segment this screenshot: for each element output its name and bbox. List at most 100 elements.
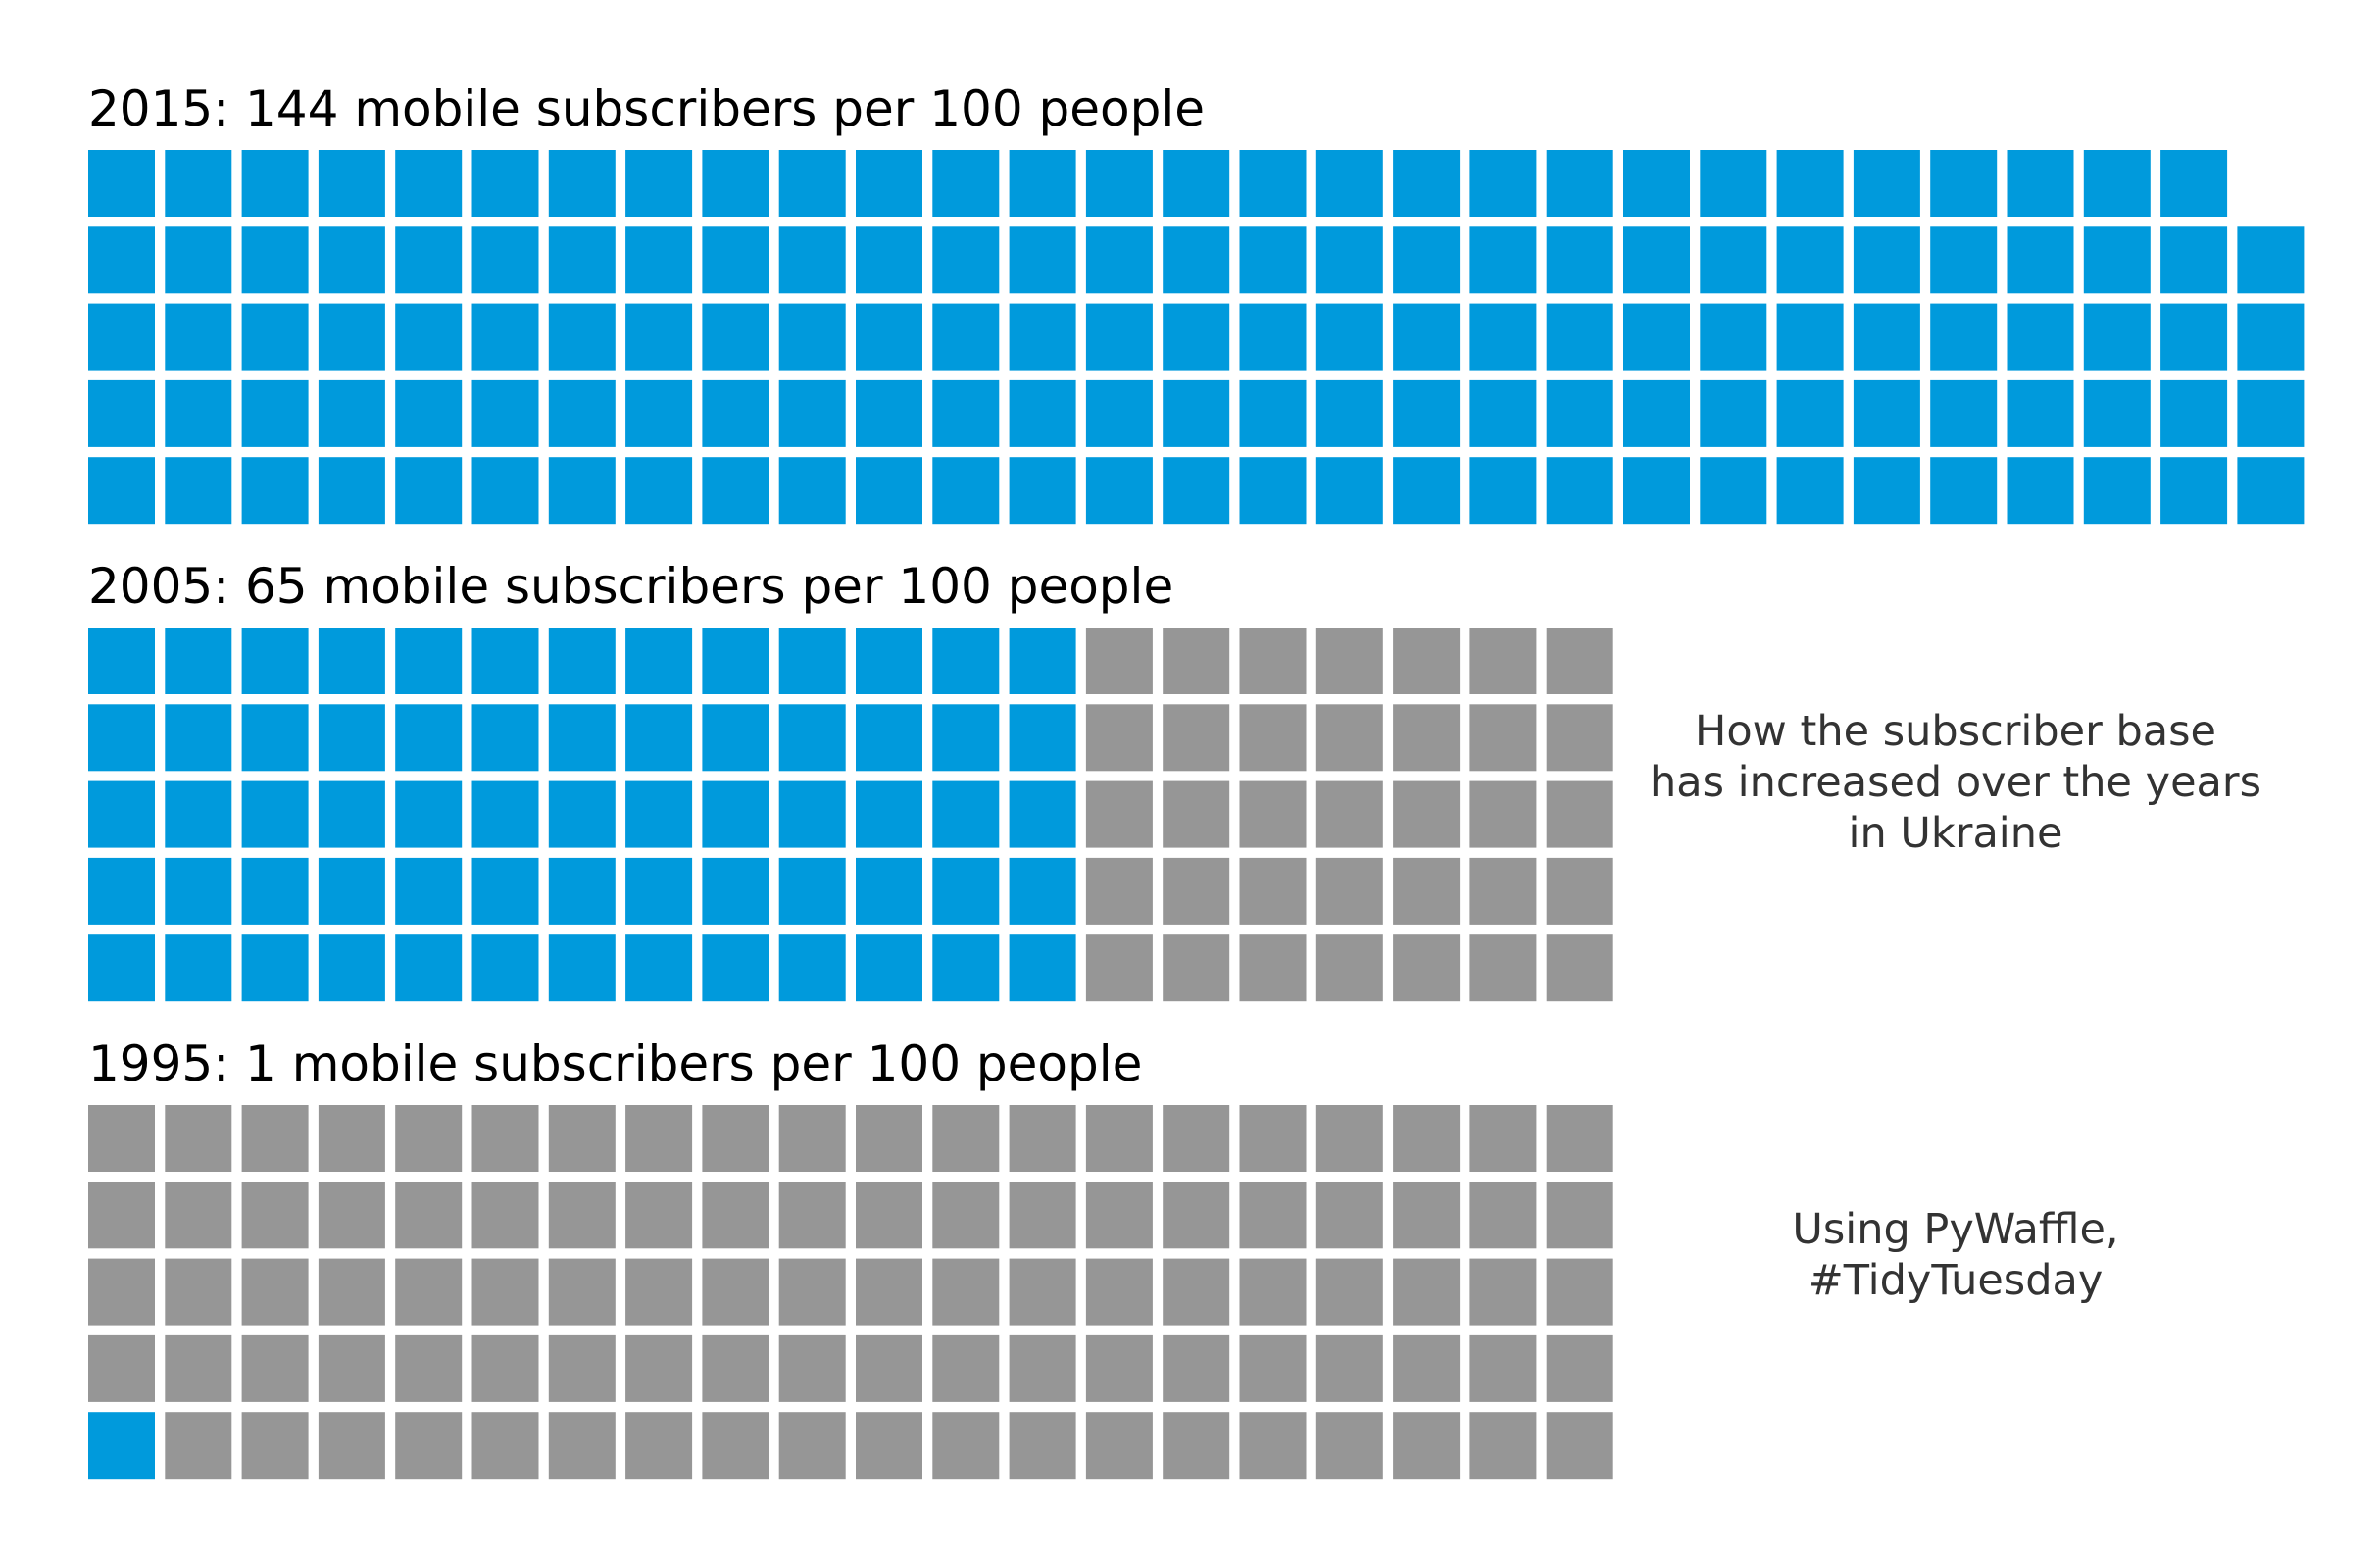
waffle-block-filled: [395, 150, 463, 217]
waffle-block-filled: [165, 628, 232, 694]
waffle-block-filled: [625, 150, 693, 217]
waffle-block-filled: [1546, 303, 1613, 371]
waffle-block-filled: [1393, 226, 1461, 294]
waffle-block-empty: [241, 1105, 309, 1172]
waffle-block-filled: [932, 379, 1000, 447]
waffle-block-filled: [856, 226, 922, 294]
waffle-block-filled: [2237, 457, 2305, 525]
waffle-block-filled: [702, 857, 769, 925]
waffle-block-filled: [1776, 303, 1844, 371]
waffle-block-empty: [1469, 1105, 1537, 1172]
waffle-block-filled: [1315, 379, 1383, 447]
waffle-block-filled: [1315, 457, 1383, 525]
waffle-block-empty: [548, 1258, 616, 1326]
waffle-block-empty: [1085, 628, 1153, 694]
waffle-block-filled: [2083, 457, 2151, 525]
waffle-block-empty: [318, 1258, 385, 1326]
waffle-block-filled: [2160, 303, 2228, 371]
waffle-block-filled: [1315, 226, 1383, 294]
waffle-block-empty: [1009, 1334, 1076, 1402]
waffle-block-filled: [1085, 150, 1153, 217]
waffle-block-filled: [625, 303, 693, 371]
waffle-block-filled: [1315, 150, 1383, 217]
waffle-block-filled: [471, 704, 539, 772]
waffle-block-filled: [395, 934, 463, 1002]
waffle-block-filled: [88, 628, 155, 694]
waffle-block-empty: [471, 1334, 539, 1402]
waffle-block-filled: [778, 934, 846, 1002]
waffle-block-empty: [778, 1258, 846, 1326]
waffle-block-filled: [778, 379, 846, 447]
waffle-block-filled: [1700, 379, 1767, 447]
waffle-grid-2005: [88, 628, 1613, 1002]
waffle-block-empty: [241, 1182, 309, 1249]
waffle-block-filled: [548, 704, 616, 772]
waffle-block-filled: [1930, 379, 1998, 447]
waffle-block-filled: [1163, 379, 1230, 447]
waffle-block-filled: [318, 628, 385, 694]
waffle-block-filled: [1239, 379, 1307, 447]
waffle-block-empty: [548, 1105, 616, 1172]
waffle-block-filled: [1239, 303, 1307, 371]
waffle-block-empty: [1239, 857, 1307, 925]
waffle-block-filled: [395, 704, 463, 772]
credit-line-1: Using PyWaffle,: [1792, 1205, 2118, 1254]
waffle-block-filled: [318, 934, 385, 1002]
waffle-block-empty: [625, 1182, 693, 1249]
waffle-block-empty: [395, 1182, 463, 1249]
waffle-block-filled: [856, 379, 922, 447]
waffle-block-empty: [1009, 1412, 1076, 1480]
waffle-block-filled: [2083, 379, 2151, 447]
waffle-block-filled: [702, 226, 769, 294]
waffle-block-empty: [932, 1182, 1000, 1249]
waffle-block-empty: [88, 1334, 155, 1402]
waffle-block-empty: [1163, 1105, 1230, 1172]
waffle-block-filled: [778, 457, 846, 525]
waffle-block-empty: [625, 1334, 693, 1402]
waffle-block-empty: [1546, 1334, 1613, 1402]
waffle-block-filled: [1469, 226, 1537, 294]
waffle-block-filled: [1239, 150, 1307, 217]
waffle-block-empty: [1239, 1334, 1307, 1402]
waffle-block-filled: [241, 934, 309, 1002]
waffle-block-empty: [1163, 704, 1230, 772]
waffle-block-filled: [1085, 303, 1153, 371]
waffle-block-filled: [702, 303, 769, 371]
waffle-block-filled: [702, 379, 769, 447]
waffle-block-empty: [1163, 934, 1230, 1002]
waffle-block-filled: [932, 780, 1000, 848]
waffle-block-empty: [1469, 1334, 1537, 1402]
waffle-block-empty: [318, 1412, 385, 1480]
waffle-block-filled: [241, 704, 309, 772]
waffle-block-empty: [1315, 1258, 1383, 1326]
waffle-block-empty: [241, 1412, 309, 1480]
waffle-block-filled: [932, 226, 1000, 294]
waffle-block-empty: [856, 1334, 922, 1402]
waffle-block-filled: [471, 780, 539, 848]
waffle-block-filled: [1853, 457, 1920, 525]
waffle-block-filled: [778, 226, 846, 294]
waffle-block-filled: [856, 457, 922, 525]
waffle-block-empty: [1085, 704, 1153, 772]
waffle-block-empty: [1546, 780, 1613, 848]
waffle-block-empty: [1469, 780, 1537, 848]
waffle-block-empty: [1393, 1412, 1461, 1480]
waffle-block-filled: [856, 704, 922, 772]
waffle-block-filled: [1776, 457, 1844, 525]
waffle-block-filled: [2160, 150, 2228, 217]
waffle-block-empty: [1315, 934, 1383, 1002]
waffle-block-empty: [1393, 1105, 1461, 1172]
waffle-block-filled: [1393, 379, 1461, 447]
waffle-block-filled: [932, 857, 1000, 925]
waffle-block-filled: [395, 303, 463, 371]
waffle-block-empty: [395, 1105, 463, 1172]
waffle-block-filled: [625, 857, 693, 925]
waffle-block-empty: [1393, 628, 1461, 694]
waffle-block-empty: [318, 1105, 385, 1172]
waffle-block-empty: [1546, 934, 1613, 1002]
waffle-block-filled: [625, 457, 693, 525]
waffle-block-empty: [1085, 1258, 1153, 1326]
waffle-block-filled: [395, 780, 463, 848]
waffle-block-filled: [548, 628, 616, 694]
waffle-block-empty: [548, 1182, 616, 1249]
